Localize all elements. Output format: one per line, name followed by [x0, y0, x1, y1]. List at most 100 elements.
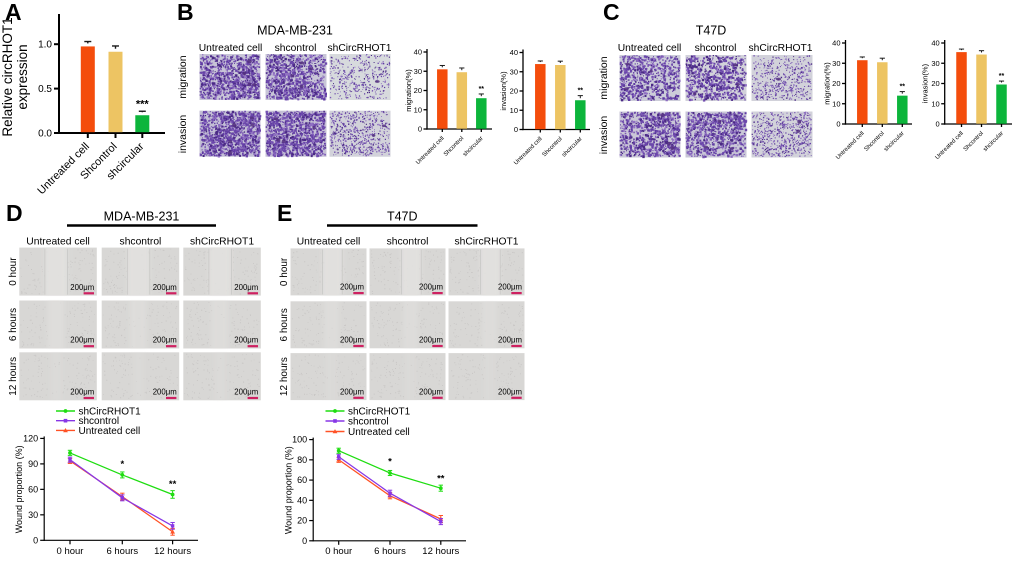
svg-text:migration(%): migration(%)	[404, 69, 413, 112]
svg-text:10: 10	[510, 106, 518, 115]
svg-text:invasion: invasion	[598, 116, 610, 155]
svg-text:*: *	[120, 459, 124, 470]
svg-text:200μm: 200μm	[498, 387, 522, 396]
svg-text:0: 0	[33, 535, 38, 545]
svg-text:0 hour: 0 hour	[57, 546, 84, 557]
svg-text:Untreated cell: Untreated cell	[348, 427, 410, 438]
svg-text:**: **	[437, 474, 445, 485]
svg-text:Untreated cell: Untreated cell	[26, 237, 90, 248]
svg-text:Untreated cell: Untreated cell	[618, 43, 682, 54]
svg-text:6 hours: 6 hours	[8, 308, 19, 341]
svg-text:shCircRHOT1: shCircRHOT1	[748, 43, 812, 54]
svg-text:invasion: invasion	[177, 115, 189, 154]
svg-text:0 hour: 0 hour	[279, 257, 290, 286]
svg-text:20: 20	[931, 79, 939, 88]
svg-text:D: D	[6, 200, 23, 226]
svg-text:shCircRHOT1: shCircRHOT1	[454, 237, 518, 248]
svg-text:40: 40	[297, 495, 307, 505]
svg-text:30: 30	[414, 67, 422, 76]
svg-text:Wound proportion (%): Wound proportion (%)	[14, 445, 24, 533]
svg-text:0: 0	[418, 125, 422, 134]
svg-text:0: 0	[514, 125, 518, 134]
svg-text:0: 0	[302, 536, 307, 546]
svg-text:200μm: 200μm	[340, 336, 364, 345]
svg-text:20: 20	[832, 79, 840, 88]
svg-text:20: 20	[297, 516, 307, 526]
svg-text:expression: expression	[15, 44, 30, 109]
svg-text:6 hours: 6 hours	[374, 546, 406, 557]
svg-text:***: ***	[136, 99, 150, 111]
svg-text:10: 10	[931, 99, 939, 108]
svg-text:shCircRHOT1: shCircRHOT1	[348, 406, 411, 417]
svg-text:60: 60	[297, 475, 307, 485]
svg-text:shcontrol: shcontrol	[275, 43, 317, 54]
svg-text:C: C	[603, 0, 620, 25]
svg-text:200μm: 200μm	[70, 388, 94, 397]
svg-text:100: 100	[292, 435, 307, 445]
svg-text:200μm: 200μm	[234, 283, 258, 292]
svg-text:200μm: 200μm	[340, 387, 364, 396]
svg-text:30: 30	[510, 67, 518, 76]
svg-text:migration: migration	[177, 55, 189, 98]
svg-text:A: A	[5, 0, 22, 25]
svg-text:*: *	[388, 457, 392, 468]
svg-text:Wound proportion (%): Wound proportion (%)	[284, 446, 294, 534]
svg-text:Untreated cell: Untreated cell	[199, 43, 263, 54]
svg-text:0.0: 0.0	[38, 129, 52, 140]
svg-text:**: **	[169, 479, 177, 490]
svg-text:shCircRHOT1: shCircRHOT1	[79, 406, 142, 417]
svg-text:E: E	[277, 200, 292, 226]
svg-text:20: 20	[510, 87, 518, 96]
svg-text:**: **	[999, 73, 1005, 80]
svg-text:**: **	[578, 88, 584, 95]
svg-text:**: **	[900, 84, 906, 91]
svg-text:shCircRHOT1: shCircRHOT1	[190, 237, 254, 248]
svg-text:MDA-MB-231: MDA-MB-231	[104, 210, 180, 224]
svg-text:200μm: 200μm	[153, 388, 177, 397]
svg-text:12 hours: 12 hours	[422, 546, 459, 557]
svg-text:T47D: T47D	[387, 210, 418, 224]
svg-text:30: 30	[28, 510, 38, 520]
svg-text:200μm: 200μm	[234, 336, 258, 345]
svg-text:6 hours: 6 hours	[279, 308, 290, 341]
svg-text:40: 40	[832, 39, 840, 48]
svg-text:MDA-MB-231: MDA-MB-231	[257, 24, 333, 38]
svg-text:migration: migration	[598, 56, 610, 99]
svg-text:120: 120	[23, 433, 38, 443]
svg-text:0.5: 0.5	[38, 84, 52, 95]
svg-text:10: 10	[832, 99, 840, 108]
svg-text:200μm: 200μm	[340, 283, 364, 292]
svg-text:Relative circRHOT1: Relative circRHOT1	[0, 17, 15, 136]
svg-text:Untreated cell: Untreated cell	[79, 426, 141, 437]
svg-text:shcontrol: shcontrol	[79, 416, 120, 427]
svg-text:shcontrol: shcontrol	[348, 416, 389, 427]
svg-text:T47D: T47D	[696, 24, 727, 38]
svg-text:40: 40	[414, 48, 422, 57]
svg-text:200μm: 200μm	[419, 336, 443, 345]
svg-text:30: 30	[931, 59, 939, 68]
svg-text:200μm: 200μm	[70, 336, 94, 345]
svg-text:invasion(%): invasion(%)	[499, 71, 508, 111]
svg-text:200μm: 200μm	[419, 283, 443, 292]
svg-text:12 hours: 12 hours	[279, 357, 290, 396]
svg-text:20: 20	[414, 86, 422, 95]
svg-text:200μm: 200μm	[419, 387, 443, 396]
svg-text:60: 60	[28, 484, 38, 494]
svg-text:migration(%): migration(%)	[823, 62, 832, 105]
svg-text:30: 30	[832, 59, 840, 68]
svg-text:200μm: 200μm	[153, 283, 177, 292]
svg-text:shcontrol: shcontrol	[387, 237, 429, 248]
svg-text:200μm: 200μm	[498, 336, 522, 345]
svg-text:0: 0	[836, 120, 840, 129]
svg-text:12 hours: 12 hours	[8, 357, 19, 396]
svg-text:12 hours: 12 hours	[154, 546, 191, 557]
svg-text:90: 90	[28, 459, 38, 469]
svg-text:40: 40	[931, 39, 939, 48]
svg-text:B: B	[177, 0, 194, 25]
svg-text:1.0: 1.0	[38, 40, 52, 51]
svg-text:200μm: 200μm	[153, 336, 177, 345]
svg-text:invasion(%): invasion(%)	[921, 63, 930, 103]
svg-text:6 hours: 6 hours	[106, 546, 138, 557]
svg-text:0 hour: 0 hour	[8, 257, 19, 286]
svg-text:Untreated cell: Untreated cell	[297, 237, 361, 248]
